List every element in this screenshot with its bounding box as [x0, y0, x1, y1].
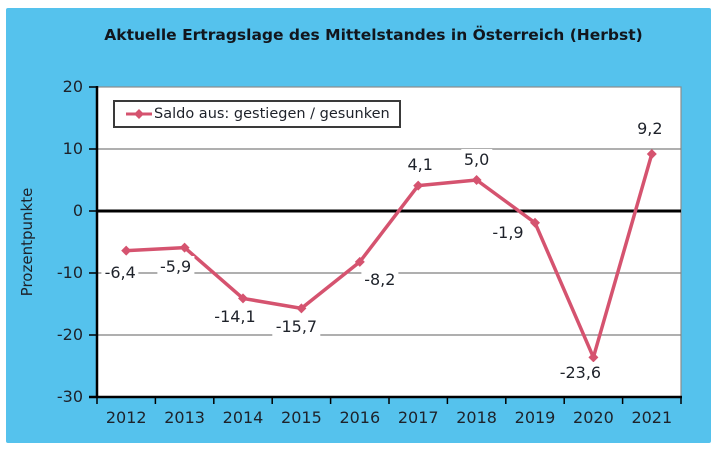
data-point-marker — [354, 256, 365, 267]
data-point-marker — [296, 303, 307, 314]
legend-label: Saldo aus: gestiegen / gesunken — [154, 106, 390, 122]
data-point-marker — [413, 180, 424, 191]
data-point-marker — [530, 217, 540, 228]
data-point-marker — [588, 352, 599, 363]
data-point-marker — [471, 175, 482, 185]
data-point-marker — [238, 293, 248, 304]
legend: Saldo aus: gestiegen / gesunken — [113, 100, 401, 128]
chart-title: Aktuelle Ertragslage des Mittelstandes i… — [104, 26, 643, 44]
data-point-marker — [646, 148, 657, 159]
plot-area — [96, 86, 682, 398]
data-point-marker — [179, 242, 190, 253]
legend-line-marker-icon — [126, 109, 152, 119]
series-line — [124, 152, 654, 360]
data-point-marker — [121, 245, 132, 256]
